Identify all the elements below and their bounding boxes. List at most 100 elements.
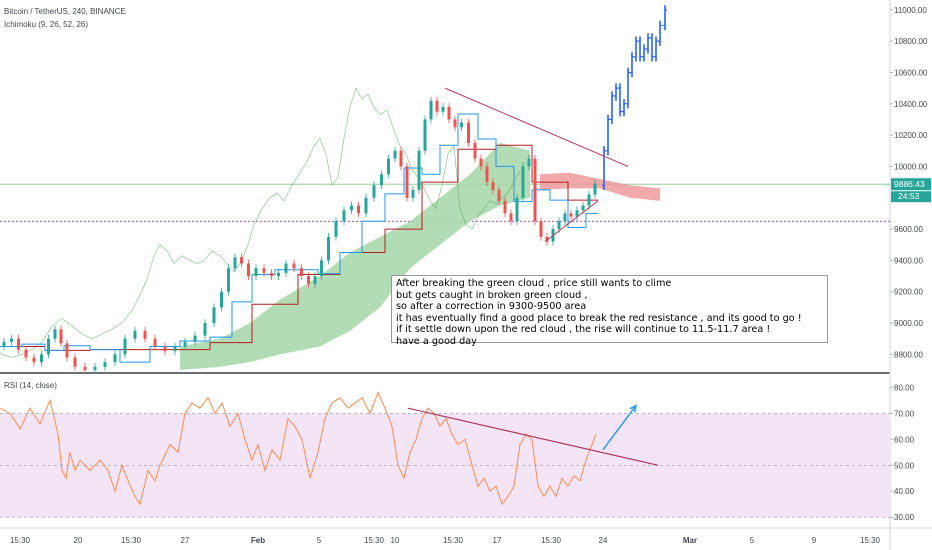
- rsi-tick-label: 80.00: [894, 383, 915, 392]
- time-tick-label: 20: [74, 536, 83, 545]
- candle-body: [53, 329, 57, 339]
- time-tick-label: 5: [750, 536, 755, 545]
- candle-body: [509, 213, 513, 222]
- candle-body: [262, 268, 266, 273]
- price-tick-label: 11000.00: [894, 6, 927, 15]
- candle-body: [233, 257, 237, 269]
- candle-body: [10, 338, 13, 342]
- annotation-line: if it settle down upon the red cloud , t…: [396, 324, 771, 335]
- candle-body: [143, 330, 147, 339]
- time-tick-label: 24: [599, 536, 608, 545]
- candle-body: [545, 236, 549, 242]
- price-tick-label: 9400.00: [894, 256, 923, 265]
- candle-body: [254, 268, 258, 277]
- rsi-trendline: [407, 407, 659, 466]
- rsi-tick-label: 50.00: [894, 461, 915, 470]
- rsi-arrow: [602, 405, 637, 451]
- cloud-bullish: [180, 142, 530, 370]
- rsi-tick-label: 30.00: [894, 513, 915, 522]
- time-tick-label: Mar: [683, 536, 697, 545]
- candle-body: [83, 366, 87, 370]
- candle-body: [393, 150, 397, 159]
- time-tick-label: 5: [317, 536, 322, 545]
- candle-body: [32, 357, 36, 363]
- candle-body: [387, 158, 390, 175]
- candle-body: [227, 268, 230, 292]
- symbol-label: Bitcoin / TetherUS, 240, BINANCE: [4, 7, 126, 16]
- annotation-line: it has eventually find a good place to b…: [396, 312, 802, 324]
- candle-body: [587, 194, 591, 206]
- candle-body: [65, 343, 69, 358]
- candle-body: [277, 272, 280, 277]
- candle-body: [327, 236, 330, 261]
- candle-body: [581, 205, 585, 211]
- trendline: [544, 200, 599, 242]
- candle-body: [270, 272, 273, 277]
- candle-body: [405, 166, 409, 198]
- candle-body: [497, 189, 501, 201]
- annotation-box[interactable]: After breaking the green cloud , price s…: [391, 275, 828, 347]
- candle-body: [334, 221, 338, 237]
- price-tick-label: 10600.00: [894, 68, 928, 77]
- candle-body: [372, 185, 376, 198]
- candle-body: [491, 182, 495, 190]
- candle-body: [399, 150, 403, 167]
- countdown-badge: [891, 191, 931, 203]
- trendline: [444, 87, 629, 167]
- candle-body: [557, 221, 561, 230]
- candle-body: [515, 197, 519, 222]
- time-tick-label: 15:30: [10, 536, 31, 545]
- candle-body: [411, 189, 415, 198]
- candle-body: [429, 100, 433, 120]
- time-tick-label: 15:30: [364, 536, 385, 545]
- candle-body: [593, 183, 597, 195]
- candle-body: [473, 142, 477, 159]
- candle-body: [350, 205, 353, 211]
- candle-body: [220, 291, 223, 308]
- time-tick-label: 17: [493, 536, 502, 545]
- current-price-badge: [891, 178, 931, 191]
- annotation-line: but gets caught in broken green cloud ,: [396, 289, 588, 301]
- time-tick-label: 27: [181, 536, 190, 545]
- candle-body: [183, 341, 187, 347]
- candle-body: [17, 338, 20, 350]
- candle-body: [307, 276, 310, 284]
- candle-body: [441, 106, 445, 112]
- candle-body: [103, 362, 107, 367]
- rsi-tick-label: 40.00: [894, 487, 915, 496]
- rsi-line: [0, 391, 597, 506]
- candle-body: [447, 106, 451, 120]
- rsi-arrow-head: [629, 404, 637, 413]
- candle-body: [467, 122, 470, 143]
- candle-body: [320, 260, 323, 277]
- candle-body: [435, 100, 439, 112]
- candle-body: [247, 263, 250, 277]
- price-tick-label: 10400.00: [894, 100, 928, 109]
- price-tick-label: 8800.00: [894, 350, 923, 359]
- ichimoku-label: Ichimoku (9, 26, 52, 26): [4, 20, 89, 29]
- candle-body: [417, 150, 421, 190]
- candle-body: [527, 158, 531, 167]
- candle-body: [485, 166, 489, 183]
- price-tick-label: 10800.00: [894, 37, 928, 46]
- annotation-line: so after a correction in 9300-9500 area: [396, 301, 587, 312]
- candle-body: [24, 349, 28, 358]
- time-tick-label: 15:30: [121, 536, 142, 545]
- time-tick-label: 15:30: [860, 536, 881, 545]
- candle-body: [173, 346, 177, 352]
- price-tick-label: 9000.00: [894, 319, 923, 328]
- time-tick-label: 9: [812, 536, 817, 545]
- time-tick-label: 10: [391, 536, 400, 545]
- rsi-label: RSI (14, close): [4, 381, 57, 390]
- time-tick-label: 15:30: [541, 536, 562, 545]
- candle-body: [123, 338, 127, 355]
- candle-body: [133, 330, 137, 339]
- candle-body: [2, 341, 6, 347]
- candle-body: [300, 268, 303, 277]
- annotation-line: have a good day: [396, 335, 477, 347]
- candle-body: [47, 338, 50, 355]
- candle-body: [93, 366, 97, 370]
- candle-body: [357, 205, 360, 214]
- candle-body: [364, 197, 368, 214]
